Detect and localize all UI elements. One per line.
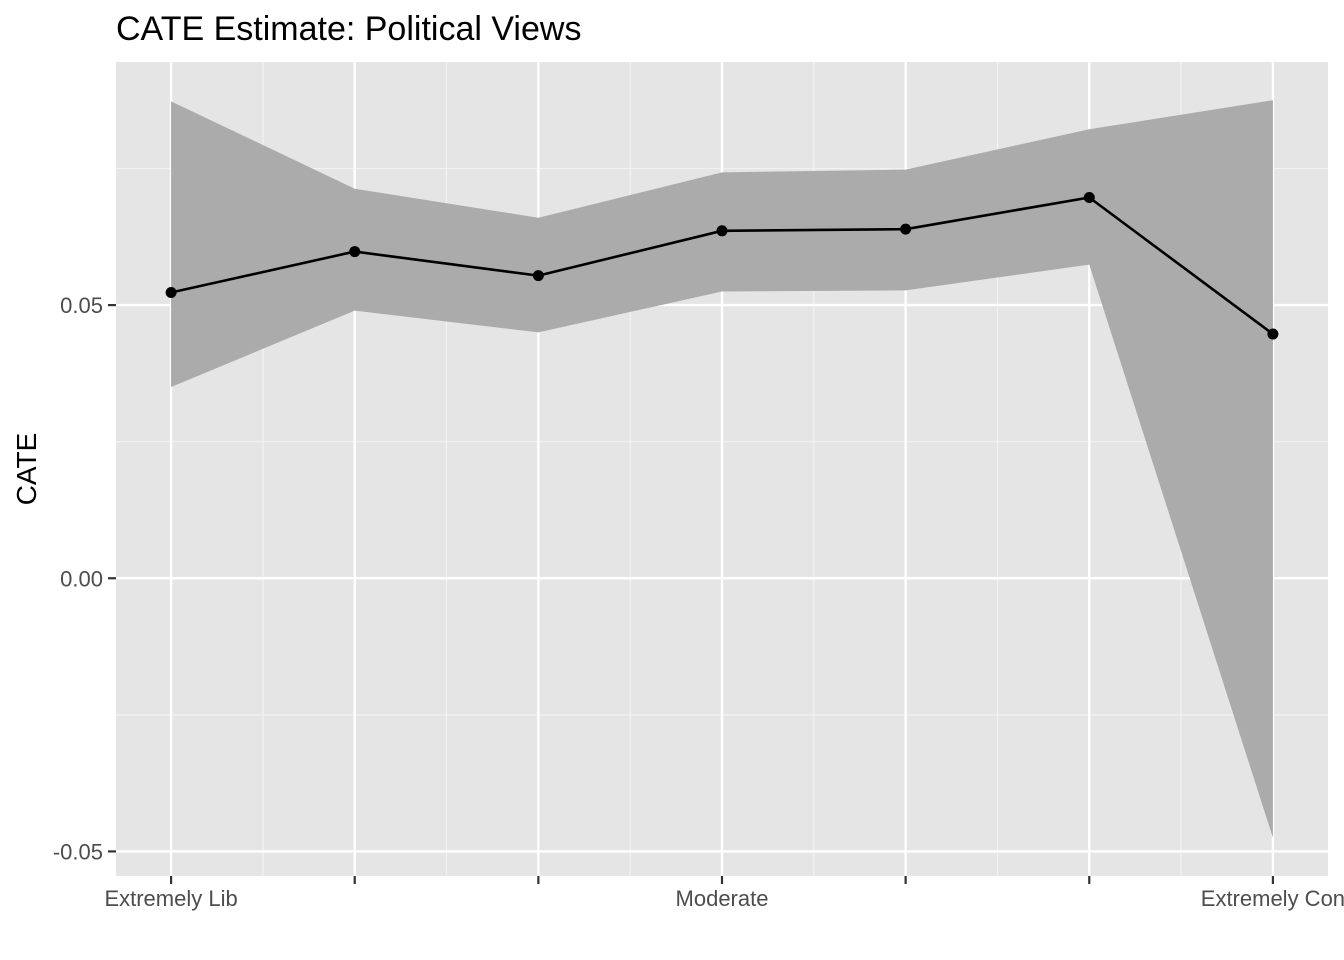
y-tick-label: 0.05 (60, 293, 103, 318)
estimate-point (1083, 191, 1095, 203)
y-axis: -0.05 0.00 0.05 (53, 293, 116, 864)
chart-title: CATE Estimate: Political Views (116, 10, 581, 48)
y-axis-title: CATE (11, 433, 42, 506)
x-axis: Extremely Lib Moderate Extremely Con (104, 876, 1344, 911)
x-tick-label: Extremely Lib (104, 886, 237, 911)
estimate-point (1267, 328, 1279, 340)
confidence-band-layer (171, 100, 1273, 838)
x-tick-label: Extremely Con (1201, 886, 1344, 911)
estimate-points (165, 191, 1279, 340)
estimate-point (165, 287, 177, 299)
estimate-point (716, 225, 728, 237)
y-tick-label: -0.05 (53, 839, 103, 864)
confidence-band (171, 100, 1273, 838)
x-tick-label: Moderate (676, 886, 769, 911)
estimate-point (900, 223, 912, 235)
estimate-point (349, 246, 361, 258)
estimate-point (532, 270, 544, 282)
y-tick-label: 0.00 (60, 566, 103, 591)
